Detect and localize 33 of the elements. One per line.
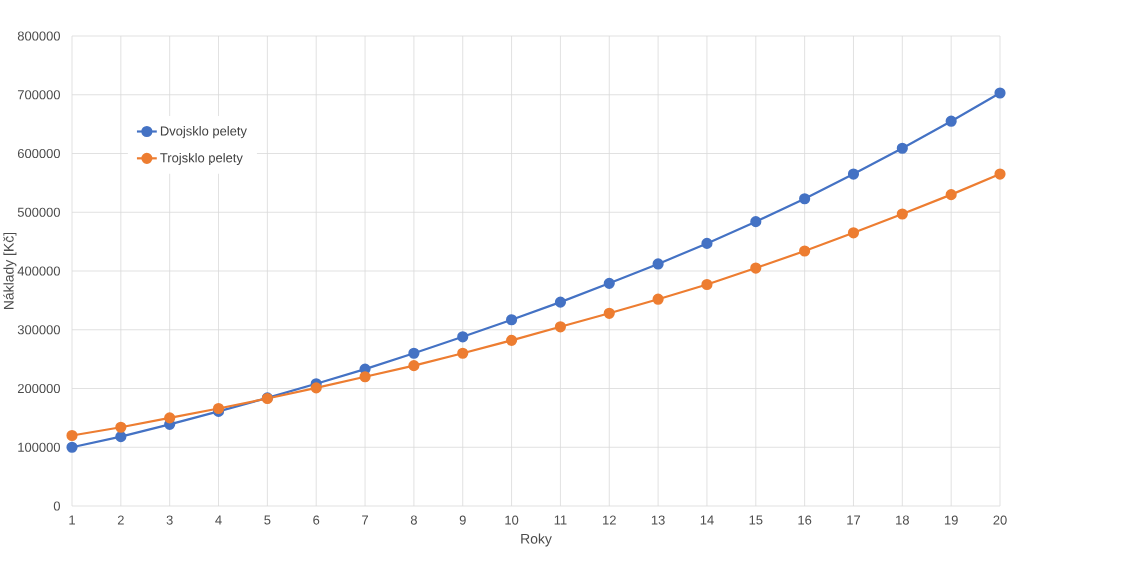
x-axis-title: Roky bbox=[521, 533, 552, 547]
y-tick-label: 300000 bbox=[17, 325, 60, 335]
x-tick-label: 16 bbox=[798, 515, 812, 525]
x-tick-label: 17 bbox=[847, 515, 861, 525]
x-tick-label: 9 bbox=[459, 515, 466, 525]
x-tick-label: 14 bbox=[700, 515, 714, 525]
x-tick-label: 4 bbox=[215, 515, 222, 525]
y-axis-title: Náklady [Kč] bbox=[3, 232, 17, 310]
y-tick-label: 800000 bbox=[17, 31, 60, 41]
x-tick-label: 11 bbox=[554, 515, 567, 525]
x-tick-label: 7 bbox=[362, 515, 368, 525]
x-tick-label: 13 bbox=[651, 515, 665, 525]
x-tick-label: 20 bbox=[993, 515, 1007, 525]
y-tick-label: 700000 bbox=[17, 90, 60, 100]
x-tick-label: 1 bbox=[69, 515, 75, 525]
y-tick-label: 100000 bbox=[18, 442, 60, 452]
y-tick-label: 0 bbox=[53, 501, 61, 511]
x-tick-label: 19 bbox=[944, 515, 958, 525]
legend-label: Trojsklo pelety bbox=[160, 152, 243, 165]
y-tick-label: 200000 bbox=[17, 383, 60, 394]
legend-label: Dvojsklo pelety bbox=[160, 126, 247, 139]
x-tick-label: 3 bbox=[166, 515, 173, 525]
y-tick-label: 500000 bbox=[17, 207, 60, 217]
y-tick-label: 600000 bbox=[17, 148, 60, 159]
x-tick-label: 2 bbox=[117, 515, 124, 525]
x-tick-label: 6 bbox=[313, 515, 320, 525]
x-tick-label: 8 bbox=[410, 515, 417, 525]
x-tick-label: 18 bbox=[896, 515, 909, 525]
x-tick-label: 5 bbox=[264, 515, 271, 525]
x-tick-label: 10 bbox=[505, 515, 519, 525]
x-tick-label: 12 bbox=[603, 515, 616, 525]
x-tick-label: 15 bbox=[749, 515, 763, 525]
y-tick-label: 400000 bbox=[17, 266, 60, 276]
